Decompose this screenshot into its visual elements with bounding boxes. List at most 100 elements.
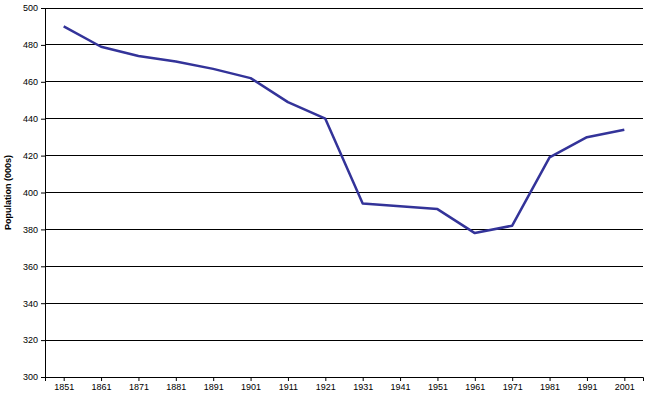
grid-line: [45, 8, 643, 9]
grid-line: [45, 303, 643, 304]
grid-line: [45, 266, 643, 267]
y-tick-mark: [41, 156, 45, 157]
grid: [45, 8, 643, 377]
x-axis: 1851 1861 1871 1881 1891 1901 1911 1921 1931 1941…: [46, 377, 644, 392]
x-tick-mark: [138, 377, 139, 381]
y-tick: 400: [23, 188, 45, 198]
y-tick-mark: [41, 193, 45, 194]
grid-line: [45, 340, 643, 341]
x-tick-label: 1881: [166, 382, 186, 392]
y-tick-mark: [41, 229, 45, 230]
x-tick-mark: [437, 377, 438, 381]
x-tick: 1961: [465, 377, 485, 392]
x-tick-mark: [288, 377, 289, 381]
x-tick-mark: [587, 377, 588, 381]
grid-line: [45, 81, 643, 82]
x-tick: 1861: [92, 377, 112, 392]
x-tick-label: 1871: [129, 382, 149, 392]
x-tick: 1921: [316, 377, 336, 392]
x-tick: 2001: [615, 377, 635, 392]
x-tick-mark: [325, 377, 326, 381]
x-tick: 1891: [204, 377, 224, 392]
x-tick: 1981: [540, 377, 560, 392]
x-tick-mark: [64, 377, 65, 381]
y-tick-mark: [41, 377, 45, 378]
chart: 300 320 340 360 380 400 420 440 460 480 500 1851 186…: [0, 0, 651, 398]
y-tick-mark: [41, 303, 45, 304]
x-tick-mark: [251, 377, 252, 381]
x-tick-mark: [512, 377, 513, 381]
x-tick: 1971: [503, 377, 523, 392]
x-tick-label: 1971: [503, 382, 523, 392]
y-tick-label: 480: [23, 40, 38, 50]
x-tick: 1951: [428, 377, 448, 392]
x-tick-label: 1921: [316, 382, 336, 392]
y-tick-label: 300: [23, 372, 38, 382]
y-tick-mark: [41, 340, 45, 341]
x-tick-mark: [363, 377, 364, 381]
y-tick: 500: [23, 3, 45, 13]
x-tick-mark: [213, 377, 214, 381]
x-tick: 1881: [166, 377, 186, 392]
y-tick-label: 360: [23, 262, 38, 272]
x-tick: 1871: [129, 377, 149, 392]
y-tick-mark: [41, 82, 45, 83]
y-tick-label: 400: [23, 188, 38, 198]
x-tick-label: 1851: [54, 382, 74, 392]
x-tick-label: 1901: [241, 382, 261, 392]
grid-line: [45, 229, 643, 230]
grid-line: [45, 44, 643, 45]
x-tick-mark: [550, 377, 551, 381]
y-tick-mark: [41, 119, 45, 120]
y-axis-title: Population (000s): [3, 155, 13, 230]
x-tick-label: 1911: [279, 382, 298, 392]
y-tick-label: 320: [23, 335, 38, 345]
y-tick: 440: [23, 114, 45, 124]
x-tick-label: 1941: [391, 382, 411, 392]
y-tick-label: 460: [23, 77, 38, 87]
x-tick-label: 1961: [465, 382, 485, 392]
y-tick: 340: [23, 299, 45, 309]
y-tick: 360: [23, 262, 45, 272]
x-tick-mark: [400, 377, 401, 381]
y-tick: 320: [23, 335, 45, 345]
x-tick: 1911: [279, 377, 298, 392]
y-axis-line: [41, 9, 46, 378]
y-tick: 380: [23, 225, 45, 235]
plot: 300 320 340 360 380 400 420 440 460 480 500 1851 186…: [23, 3, 644, 392]
x-tick-mark: [101, 377, 102, 381]
x-tick-mark: [176, 377, 177, 381]
y-tick-label: 500: [23, 3, 38, 13]
y-tick: 480: [23, 40, 45, 50]
series: [64, 26, 625, 233]
x-tick: 1851: [54, 377, 74, 392]
y-tick-label: 440: [23, 114, 38, 124]
y-tick-mark: [41, 8, 45, 9]
line: [64, 26, 625, 233]
x-tick-label: 1931: [353, 382, 373, 392]
y-axis: 300 320 340 360 380 400 420 440 460 480 500: [23, 3, 46, 382]
y-tick-mark: [41, 45, 45, 46]
x-tick: 1941: [391, 377, 411, 392]
y-tick-label: 340: [23, 299, 38, 309]
x-tick-mark: [475, 377, 476, 381]
x-tick-label: 1861: [92, 382, 112, 392]
y-tick-label: 380: [23, 225, 38, 235]
grid-line: [45, 118, 643, 119]
x-tick-label: 1981: [540, 382, 560, 392]
y-tick-label: 420: [23, 151, 38, 161]
y-tick: 300: [23, 372, 45, 382]
x-tick-label: 1891: [204, 382, 224, 392]
y-tick: 460: [23, 77, 45, 87]
x-tick-label: 1951: [428, 382, 448, 392]
x-tick-mark: [624, 377, 625, 381]
y-tick: 420: [23, 151, 45, 161]
x-tick-label: 1991: [577, 382, 597, 392]
x-tick: 1991: [577, 377, 597, 392]
grid-line: [45, 192, 643, 193]
y-tick-mark: [41, 266, 45, 267]
x-axis-line: [46, 378, 644, 382]
x-tick: 1901: [241, 377, 261, 392]
x-tick-label: 2001: [615, 382, 635, 392]
x-tick: 1931: [353, 377, 373, 392]
